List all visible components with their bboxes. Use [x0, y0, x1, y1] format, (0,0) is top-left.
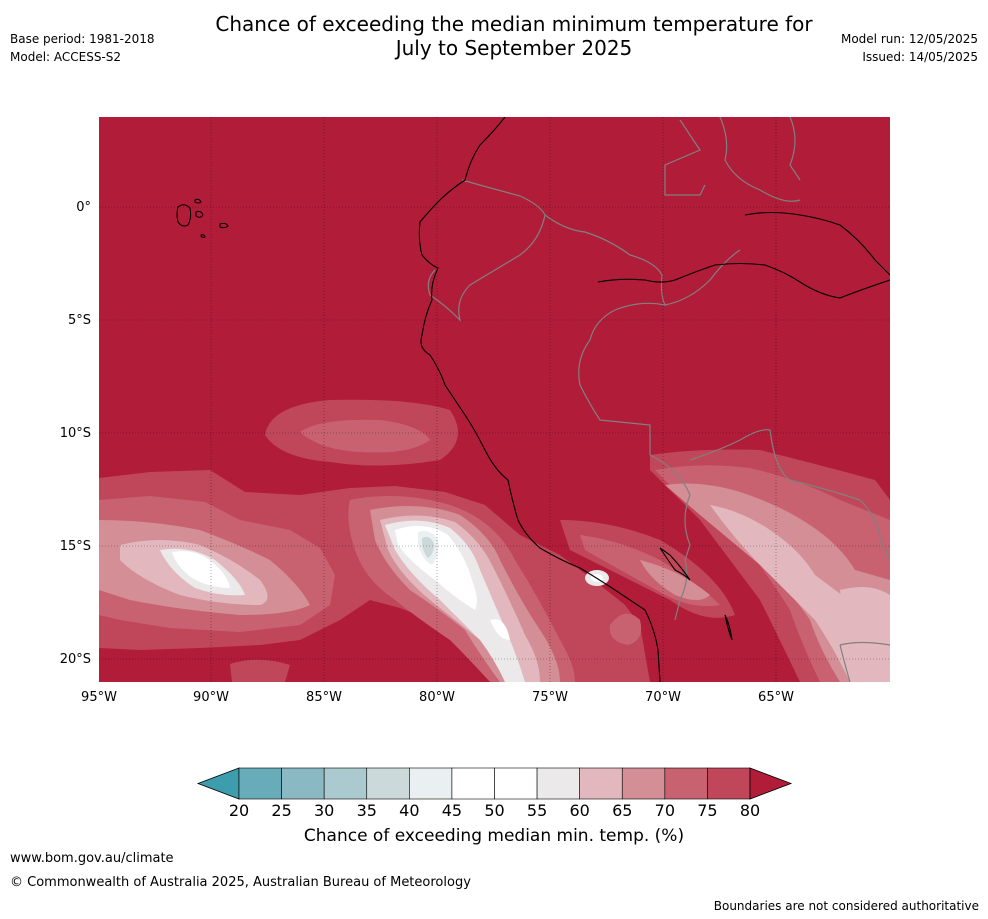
colorbar-swatch — [323, 767, 368, 800]
colorbar-label: Chance of exceeding median min. temp. (%… — [303, 826, 685, 846]
title-line-1: Chance of exceeding the median minimum t… — [215, 12, 813, 36]
model-run-text: Model run: 12/05/2025 — [840, 32, 978, 46]
colorbar-swatch — [621, 767, 666, 800]
colorbar-swatch — [238, 767, 282, 800]
lat-label-15s: 15°S — [60, 539, 91, 554]
lon-label-70w: 70°W — [645, 690, 681, 705]
galapagos-islands — [176, 198, 229, 238]
base-period-text: Base period: 1981-2018 — [10, 32, 155, 46]
map-plot — [99, 117, 890, 682]
coastline — [418, 117, 890, 682]
colorbar-swatch — [579, 767, 623, 800]
colorbar-tick-label: 35 — [357, 801, 377, 820]
lon-label-80w: 80°W — [419, 690, 455, 705]
colorbar-swatch — [664, 767, 708, 800]
colorbar-swatch — [494, 767, 538, 800]
colorbar-tick-label: 60 — [569, 801, 589, 820]
footer-copyright: © Commonwealth of Australia 2025, Austra… — [10, 875, 471, 890]
colorbar-tick-label: 75 — [697, 801, 717, 820]
colorbar-tick-label: 70 — [655, 801, 675, 820]
colorbar-swatches — [196, 767, 793, 800]
model-text: Model: ACCESS-S2 — [10, 50, 122, 64]
country-borders — [427, 117, 890, 682]
colorbar-extend-high — [749, 767, 793, 800]
lat-label-20s: 20°S — [60, 652, 91, 667]
colorbar-swatch — [409, 767, 453, 800]
colorbar-extend-low — [196, 767, 240, 800]
footer-note: Boundaries are not considered authoritat… — [713, 899, 979, 913]
colorbar-tick-label: 65 — [612, 801, 632, 820]
lat-label-5s: 5°S — [68, 313, 91, 328]
colorbar-tick-label: 20 — [229, 801, 249, 820]
colorbar-swatch — [536, 767, 580, 800]
chart-title: Chance of exceeding the median minimum t… — [0, 12, 988, 60]
colorbar-swatch — [707, 767, 751, 800]
footer-url: www.bom.gov.au/climate — [10, 851, 174, 866]
colorbar-swatch — [281, 767, 325, 800]
lat-label-0: 0° — [76, 200, 91, 215]
lon-label-65w: 65°W — [758, 690, 794, 705]
colorbar: 20 25 30 35 40 45 50 55 60 65 70 75 80 — [196, 767, 793, 820]
map-area: 0° 5°S 10°S 15°S 20°S 95°W 90°W 85°W 80°… — [60, 117, 890, 705]
gridlines — [99, 117, 890, 682]
meta-right: Model run: 12/05/2025 Issued: 14/05/2025 — [841, 30, 978, 66]
lon-label-95w: 95°W — [81, 690, 117, 705]
colorbar-tick-label: 40 — [399, 801, 419, 820]
lon-label-90w: 90°W — [193, 690, 229, 705]
lon-label-75w: 75°W — [532, 690, 568, 705]
colorbar-tick-label: 55 — [527, 801, 547, 820]
lat-label-10s: 10°S — [60, 426, 91, 441]
meta-left: Base period: 1981-2018 Model: ACCESS-S2 — [10, 30, 155, 66]
colorbar-tick-label: 80 — [740, 801, 760, 820]
colorbar-tick-label: 50 — [484, 801, 504, 820]
colorbar-tick-label: 25 — [271, 801, 291, 820]
contour-35 — [422, 536, 434, 558]
colorbar-tick-label: 45 — [442, 801, 462, 820]
colorbar-tick-label: 30 — [314, 801, 334, 820]
colorbar-swatch — [451, 767, 495, 800]
colorbar-ticks: 20 25 30 35 40 45 50 55 60 65 70 75 80 — [229, 801, 760, 820]
contour-60 — [120, 505, 890, 682]
issued-text: Issued: 14/05/2025 — [862, 50, 978, 64]
lon-label-85w: 85°W — [306, 690, 342, 705]
colorbar-swatch — [366, 767, 410, 800]
title-line-2: July to September 2025 — [395, 36, 633, 60]
